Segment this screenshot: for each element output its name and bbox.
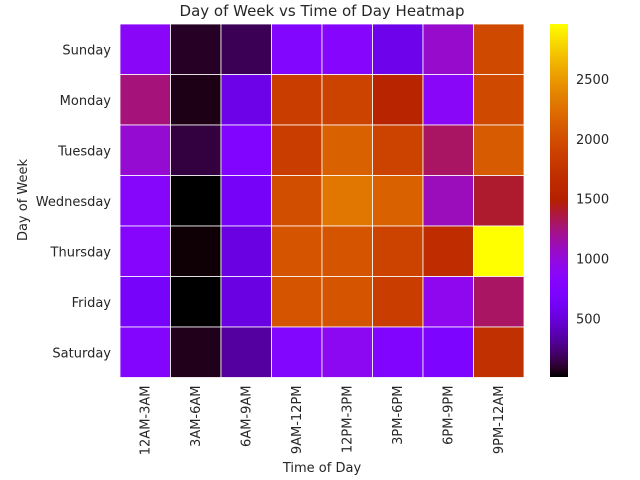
heatmap-cell bbox=[321, 225, 373, 277]
heatmap-cell bbox=[473, 175, 525, 227]
heatmap-cell bbox=[422, 124, 474, 176]
heatmap-cell bbox=[119, 276, 171, 328]
y-tick-label: Sunday bbox=[62, 43, 111, 58]
heatmap-cell bbox=[473, 23, 525, 75]
heatmap-cell bbox=[220, 23, 272, 75]
heatmap-cell bbox=[271, 23, 323, 75]
heatmap-cell bbox=[422, 326, 474, 378]
heatmap-cell bbox=[170, 23, 222, 75]
heatmap-cell bbox=[473, 74, 525, 126]
heatmap-cell bbox=[321, 175, 373, 227]
heatmap-cell bbox=[372, 74, 424, 126]
heatmap-cell bbox=[170, 276, 222, 328]
heatmap-cells bbox=[119, 23, 525, 378]
heatmap-cell bbox=[372, 175, 424, 227]
heatmap-cell bbox=[321, 276, 373, 328]
heatmap-cell bbox=[119, 74, 171, 126]
heatmap-cell bbox=[271, 124, 323, 176]
heatmap-cell bbox=[119, 225, 171, 277]
heatmap-cell bbox=[170, 326, 222, 378]
heatmap-cell bbox=[271, 74, 323, 126]
y-tick-label: Wednesday bbox=[36, 195, 112, 210]
heatmap-cell bbox=[220, 276, 272, 328]
heatmap-cell bbox=[372, 124, 424, 176]
y-tick-label: Tuesday bbox=[57, 144, 111, 159]
heatmap-cell bbox=[473, 326, 525, 378]
x-tick-label: 3AM-6AM bbox=[189, 386, 204, 447]
x-tick-label: 12PM-3PM bbox=[340, 386, 355, 454]
heatmap-cell bbox=[119, 326, 171, 378]
heatmap-cell bbox=[220, 326, 272, 378]
heatmap-cell bbox=[473, 276, 525, 328]
y-axis-label: Day of Week bbox=[16, 158, 31, 241]
heatmap-cell bbox=[473, 124, 525, 176]
y-tick-label: Friday bbox=[72, 296, 112, 311]
colorbar: 500 1000 1500 2000 2500 bbox=[550, 24, 609, 377]
y-tick-label: Thursday bbox=[50, 245, 112, 260]
heatmap-cell bbox=[372, 276, 424, 328]
colorbar-tick-label: 1000 bbox=[576, 253, 609, 268]
heatmap-cell bbox=[220, 74, 272, 126]
heatmap-cell bbox=[271, 175, 323, 227]
heatmap-cell bbox=[372, 326, 424, 378]
x-tick-label: 9PM-12AM bbox=[492, 386, 507, 455]
heatmap-cell bbox=[321, 23, 373, 75]
heatmap-cell bbox=[271, 276, 323, 328]
heatmap-cell bbox=[119, 23, 171, 75]
x-tick-label: 3PM-6PM bbox=[391, 386, 406, 445]
heatmap-cell bbox=[473, 225, 525, 277]
heatmap-cell bbox=[170, 124, 222, 176]
x-tick-label: 12AM-3AM bbox=[138, 386, 153, 456]
heatmap-cell bbox=[422, 74, 474, 126]
heatmap-cell bbox=[422, 175, 474, 227]
x-tick-label: 6AM-9AM bbox=[239, 386, 254, 447]
heatmap-cell bbox=[321, 74, 373, 126]
y-tick-labels: Sunday Monday Tuesday Wednesday Thursday Frid… bbox=[36, 43, 112, 361]
heatmap-cell bbox=[372, 225, 424, 277]
colorbar-tick-label: 1500 bbox=[576, 193, 609, 208]
chart-title: Day of Week vs Time of Day Heatmap bbox=[180, 2, 465, 20]
heatmap-cell bbox=[170, 225, 222, 277]
heatmap-cell bbox=[422, 225, 474, 277]
x-tick-label: 9AM-12PM bbox=[290, 386, 305, 455]
y-tick-label: Saturday bbox=[52, 346, 111, 361]
heatmap-cell bbox=[422, 276, 474, 328]
heatmap-cell bbox=[321, 124, 373, 176]
heatmap-cell bbox=[119, 175, 171, 227]
colorbar-tick-label: 2000 bbox=[576, 133, 609, 148]
heatmap-cell bbox=[220, 225, 272, 277]
x-tick-labels: 12AM-3AM 3AM-6AM 6AM-9AM 9AM-12PM 12PM-3PM 3P… bbox=[138, 386, 507, 456]
heatmap-cell bbox=[271, 225, 323, 277]
heatmap-cell bbox=[422, 23, 474, 75]
y-tick-label: Monday bbox=[60, 94, 112, 109]
heatmap-cell bbox=[170, 74, 222, 126]
heatmap-cell bbox=[170, 175, 222, 227]
x-axis-label: Time of Day bbox=[282, 461, 362, 476]
heatmap-cell bbox=[372, 23, 424, 75]
heatmap-cell bbox=[119, 124, 171, 176]
heatmap-cell bbox=[321, 326, 373, 378]
colorbar-tick-label: 2500 bbox=[576, 73, 609, 88]
colorbar-tick-label: 500 bbox=[576, 312, 601, 327]
heatmap-cell bbox=[220, 175, 272, 227]
x-tick-label: 6PM-9PM bbox=[441, 386, 456, 445]
colorbar-gradient bbox=[550, 24, 568, 377]
heatmap-cell bbox=[220, 124, 272, 176]
heatmap-cell bbox=[271, 326, 323, 378]
